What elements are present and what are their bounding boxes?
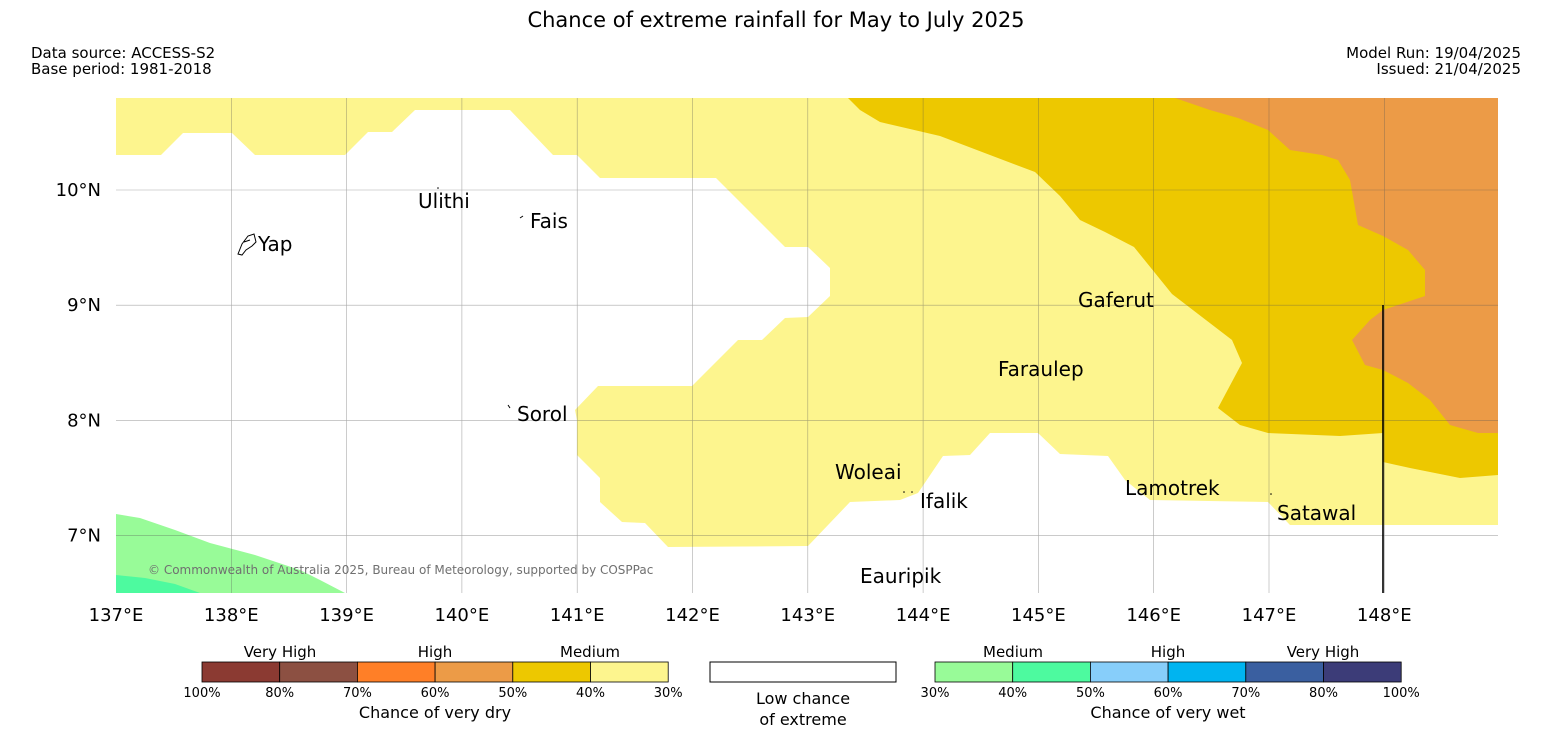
wet-40-50-region [116, 575, 200, 593]
legend-wet-ticks: 30% 40% 50% 60% 70% 80% 100% [921, 686, 1420, 701]
latitude-tick-label: 10°N [56, 180, 101, 201]
legend-neutral-swatch [709, 661, 897, 683]
legend-wet-caption: Chance of very wet [1090, 703, 1245, 722]
map-plot-area: Yap Ulithi Fais Sorol Gaferut Faraulep W… [116, 98, 1498, 593]
longitude-tick-label: 145°E [1011, 605, 1066, 626]
legend-dry-level-high: High [418, 643, 452, 661]
longitude-tick-label: 140°E [435, 605, 490, 626]
place-label-sorol: Sorol [517, 402, 568, 426]
place-label-ulithi: Ulithi [418, 189, 470, 213]
fais-island-marker [519, 215, 524, 219]
legend-swatch [356, 661, 436, 683]
map-title: Chance of extreme rainfall for May to Ju… [527, 8, 1025, 32]
place-label-fais: Fais [530, 209, 568, 233]
legend-dry-level-very-high: Very High [244, 643, 317, 661]
wet-30-40-region [116, 514, 345, 593]
place-label-lamotrek: Lamotrek [1125, 476, 1220, 500]
place-label-eauripik: Eauripik [860, 564, 942, 588]
run-info: Model Run: 19/04/2025 Issued: 21/04/2025 [1346, 45, 1521, 77]
longitude-tick-label: 148°E [1357, 605, 1412, 626]
ulithi-atoll-marker [437, 187, 439, 189]
longitude-tick-label: 137°E [89, 605, 144, 626]
legend-swatch [934, 661, 1014, 683]
legend-tick-label: 60% [421, 686, 450, 701]
legend-tick-label: 40% [998, 686, 1027, 701]
longitude-tick-label: 143°E [780, 605, 835, 626]
legend-tick-label: 70% [343, 686, 372, 701]
legend-tick-label: 40% [576, 686, 605, 701]
legend-neutral-caption-line1: Low chance [756, 689, 850, 708]
legend-tick-label: 80% [1309, 686, 1338, 701]
legend-dry-caption: Chance of very dry [359, 703, 511, 722]
longitude-tick-label: 146°E [1126, 605, 1181, 626]
legend-tick-label: 50% [1076, 686, 1105, 701]
place-label-ifalik: Ifalik [920, 489, 968, 513]
legend-tick-label: 100% [183, 686, 220, 701]
legend-swatch [1323, 661, 1402, 683]
latitude-tick-label: 8°N [67, 410, 101, 431]
satawal-island-marker [1270, 493, 1272, 495]
legend-wet-level-very-high: Very High [1287, 643, 1360, 661]
longitude-tick-label: 139°E [319, 605, 374, 626]
legend-wet-level-high: High [1151, 643, 1185, 661]
legend-dry-swatches [201, 661, 669, 683]
data-info: Data source: ACCESS-S2 Base period: 1981… [31, 45, 215, 77]
woleai-atoll-marker [903, 491, 905, 493]
model-run: Model Run: 19/04/2025 [1346, 44, 1521, 62]
place-label-yap: Yap [257, 232, 292, 256]
legend-wet: Medium High Very High 30% 40% 50% 60% 70% 80%… [921, 643, 1420, 722]
yap-island-outline [237, 233, 257, 256]
longitude-tick-label: 144°E [896, 605, 951, 626]
longitude-tick-label: 141°E [550, 605, 605, 626]
place-label-satawal: Satawal [1277, 501, 1356, 525]
map-gridlines [116, 98, 1498, 593]
latitude-labels: 10°N 9°N 8°N 7°N [56, 180, 101, 547]
legend-neutral-caption-line2: of extreme [759, 710, 846, 729]
legend-tick-label: 30% [921, 686, 950, 701]
legend-swatch [590, 661, 669, 683]
legend-tick-label: 50% [498, 686, 527, 701]
legend-wet-level-medium: Medium [983, 643, 1043, 661]
data-source: Data source: ACCESS-S2 [31, 44, 216, 62]
longitude-tick-label: 147°E [1242, 605, 1297, 626]
legend-swatch [201, 661, 281, 683]
copyright-notice: © Commonwealth of Australia 2025, Bureau… [148, 563, 653, 577]
legend-swatch [1167, 661, 1247, 683]
longitude-tick-label: 142°E [665, 605, 720, 626]
legend-tick-label: 30% [654, 686, 683, 701]
legend-tick-label: 70% [1231, 686, 1260, 701]
legend-tick-label: 100% [1383, 686, 1420, 701]
place-label-woleai: Woleai [835, 460, 902, 484]
latitude-tick-label: 7°N [67, 526, 101, 547]
ifalik-atoll-marker [911, 491, 913, 493]
legend-swatch [434, 661, 514, 683]
legend-dry-ticks: 100% 80% 70% 60% 50% 40% 30% [183, 686, 682, 701]
legend-dry-level-medium: Medium [560, 643, 620, 661]
longitude-tick-label: 138°E [204, 605, 259, 626]
longitude-labels: 137°E 138°E 139°E 140°E 141°E 142°E 143°E 144°E… [89, 605, 1412, 626]
legend-swatch [1090, 661, 1169, 683]
dry-50-60-region [1175, 98, 1498, 433]
dry-40-50-region [848, 98, 1498, 478]
legend-swatch [512, 661, 591, 683]
legend-swatch [1245, 661, 1324, 683]
place-label-gaferut: Gaferut [1078, 288, 1154, 312]
legend-dry: Very High High Medium 100% 80% 70% 60% 50% 40… [183, 643, 682, 722]
legend-tick-label: 60% [1154, 686, 1183, 701]
issued-date: Issued: 21/04/2025 [1376, 60, 1521, 78]
base-period: Base period: 1981-2018 [31, 60, 212, 78]
legend-swatch [279, 661, 358, 683]
legend-swatch [1012, 661, 1091, 683]
place-label-faraulep: Faraulep [998, 357, 1084, 381]
latitude-tick-label: 9°N [67, 295, 101, 316]
sorol-atoll-marker [507, 404, 511, 409]
legend-neutral: Low chance of extreme [709, 661, 897, 729]
legend-tick-label: 80% [265, 686, 294, 701]
legend-wet-swatches [934, 661, 1402, 683]
